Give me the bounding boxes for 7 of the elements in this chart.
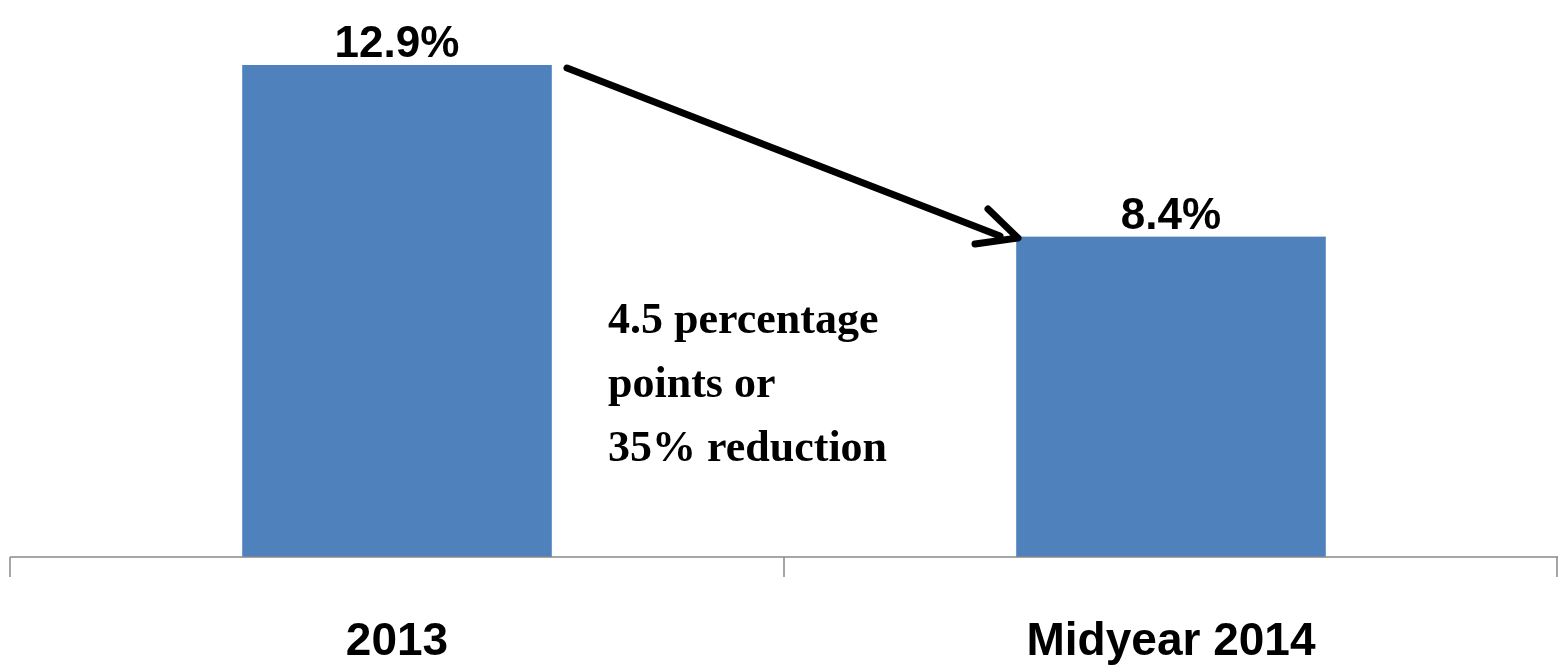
x-tick-label: 2013 [345, 613, 449, 665]
x-tick-label: Midyear 2014 [1026, 613, 1316, 665]
data-label: 8.4% [1120, 188, 1222, 238]
annotation: 35% reduction [608, 422, 888, 471]
annotation: points or [608, 358, 776, 407]
data-label: 12.9% [334, 17, 460, 66]
annotation: 4.5 percentage [608, 294, 879, 343]
